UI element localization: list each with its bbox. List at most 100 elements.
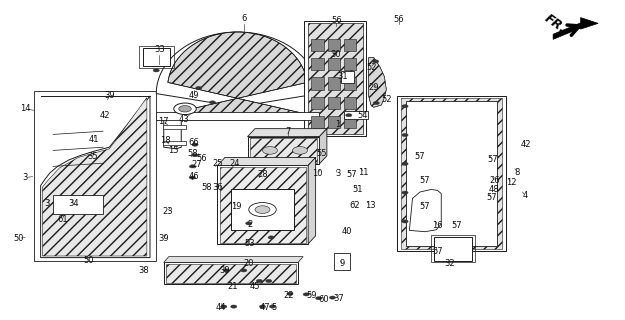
Circle shape [373, 101, 379, 105]
Text: 26: 26 [490, 176, 500, 185]
Circle shape [209, 101, 216, 104]
Text: 43: 43 [179, 116, 190, 124]
Polygon shape [581, 18, 598, 29]
Text: 34: 34 [69, 199, 79, 208]
Text: 17: 17 [159, 117, 169, 126]
Text: 5: 5 [271, 303, 276, 312]
Text: 57: 57 [486, 193, 496, 202]
Text: 41: 41 [89, 135, 99, 144]
Circle shape [241, 269, 247, 272]
FancyBboxPatch shape [304, 21, 366, 136]
Circle shape [196, 86, 202, 90]
Circle shape [255, 206, 270, 213]
Polygon shape [369, 58, 386, 107]
Polygon shape [168, 32, 307, 114]
FancyBboxPatch shape [434, 237, 472, 261]
Text: 13: 13 [365, 201, 375, 210]
FancyBboxPatch shape [248, 137, 319, 164]
Text: 3: 3 [22, 173, 28, 182]
Text: 57: 57 [432, 247, 442, 256]
Circle shape [189, 176, 196, 179]
Polygon shape [248, 129, 327, 137]
Circle shape [372, 60, 379, 63]
Text: 58: 58 [188, 149, 198, 158]
Text: 60: 60 [319, 295, 329, 304]
Text: 40: 40 [342, 228, 352, 236]
Circle shape [269, 305, 276, 308]
Text: 30: 30 [331, 50, 341, 59]
Text: 15: 15 [169, 146, 179, 155]
Circle shape [179, 106, 191, 112]
Text: 8: 8 [515, 168, 520, 177]
FancyBboxPatch shape [311, 39, 324, 51]
Circle shape [192, 154, 198, 157]
Text: 54: 54 [357, 111, 367, 120]
Text: 57: 57 [346, 170, 357, 179]
Polygon shape [308, 157, 316, 244]
Circle shape [292, 147, 308, 154]
FancyBboxPatch shape [308, 23, 362, 134]
Text: 10: 10 [312, 169, 322, 178]
Text: 58: 58 [201, 183, 211, 192]
FancyBboxPatch shape [166, 264, 296, 283]
Text: 22: 22 [284, 292, 294, 300]
Text: 66: 66 [188, 138, 199, 147]
Circle shape [259, 305, 266, 308]
Text: 51: 51 [352, 185, 362, 194]
Text: 29: 29 [369, 84, 379, 92]
Text: FR.: FR. [542, 12, 568, 36]
Text: 50: 50 [14, 234, 24, 243]
Text: 56: 56 [331, 16, 341, 25]
Text: 62: 62 [349, 201, 360, 210]
Circle shape [268, 236, 274, 239]
Circle shape [256, 279, 262, 283]
Text: 14: 14 [20, 104, 30, 113]
Text: 59: 59 [306, 292, 316, 300]
Circle shape [192, 143, 198, 146]
FancyBboxPatch shape [162, 125, 186, 129]
Text: 57: 57 [415, 152, 425, 161]
Text: 56: 56 [196, 154, 206, 163]
Text: 9: 9 [340, 260, 345, 268]
Text: 42: 42 [521, 140, 531, 149]
FancyBboxPatch shape [328, 116, 340, 128]
Text: 45: 45 [250, 282, 260, 291]
Text: 56: 56 [394, 15, 404, 24]
Text: 55: 55 [317, 149, 327, 158]
Text: 48: 48 [489, 185, 499, 194]
Text: 52: 52 [381, 95, 391, 104]
Circle shape [287, 292, 293, 295]
FancyBboxPatch shape [311, 97, 324, 109]
Text: 21: 21 [228, 282, 238, 291]
FancyBboxPatch shape [341, 71, 354, 83]
FancyBboxPatch shape [328, 97, 340, 109]
Text: 12: 12 [506, 178, 516, 187]
Text: 20: 20 [244, 259, 254, 268]
Text: 35: 35 [88, 152, 98, 161]
Circle shape [249, 203, 276, 217]
Text: 36: 36 [212, 183, 223, 192]
Circle shape [402, 133, 408, 137]
Circle shape [223, 269, 229, 272]
Text: 38: 38 [138, 266, 149, 275]
Text: 44: 44 [216, 303, 226, 312]
FancyBboxPatch shape [344, 116, 356, 128]
Circle shape [221, 305, 227, 308]
Text: 37: 37 [333, 294, 344, 303]
Text: 16: 16 [432, 221, 442, 230]
Circle shape [402, 220, 408, 223]
Circle shape [153, 69, 159, 72]
Circle shape [346, 114, 352, 117]
Text: 7: 7 [285, 127, 290, 136]
FancyBboxPatch shape [328, 77, 340, 90]
FancyBboxPatch shape [164, 262, 298, 284]
Circle shape [174, 103, 196, 115]
FancyBboxPatch shape [162, 141, 186, 145]
FancyBboxPatch shape [328, 58, 340, 70]
Text: 33: 33 [154, 45, 165, 54]
Text: 23: 23 [162, 207, 172, 216]
FancyBboxPatch shape [311, 77, 324, 90]
Text: 27: 27 [191, 160, 202, 169]
Text: 52: 52 [366, 63, 376, 72]
FancyBboxPatch shape [344, 58, 356, 70]
